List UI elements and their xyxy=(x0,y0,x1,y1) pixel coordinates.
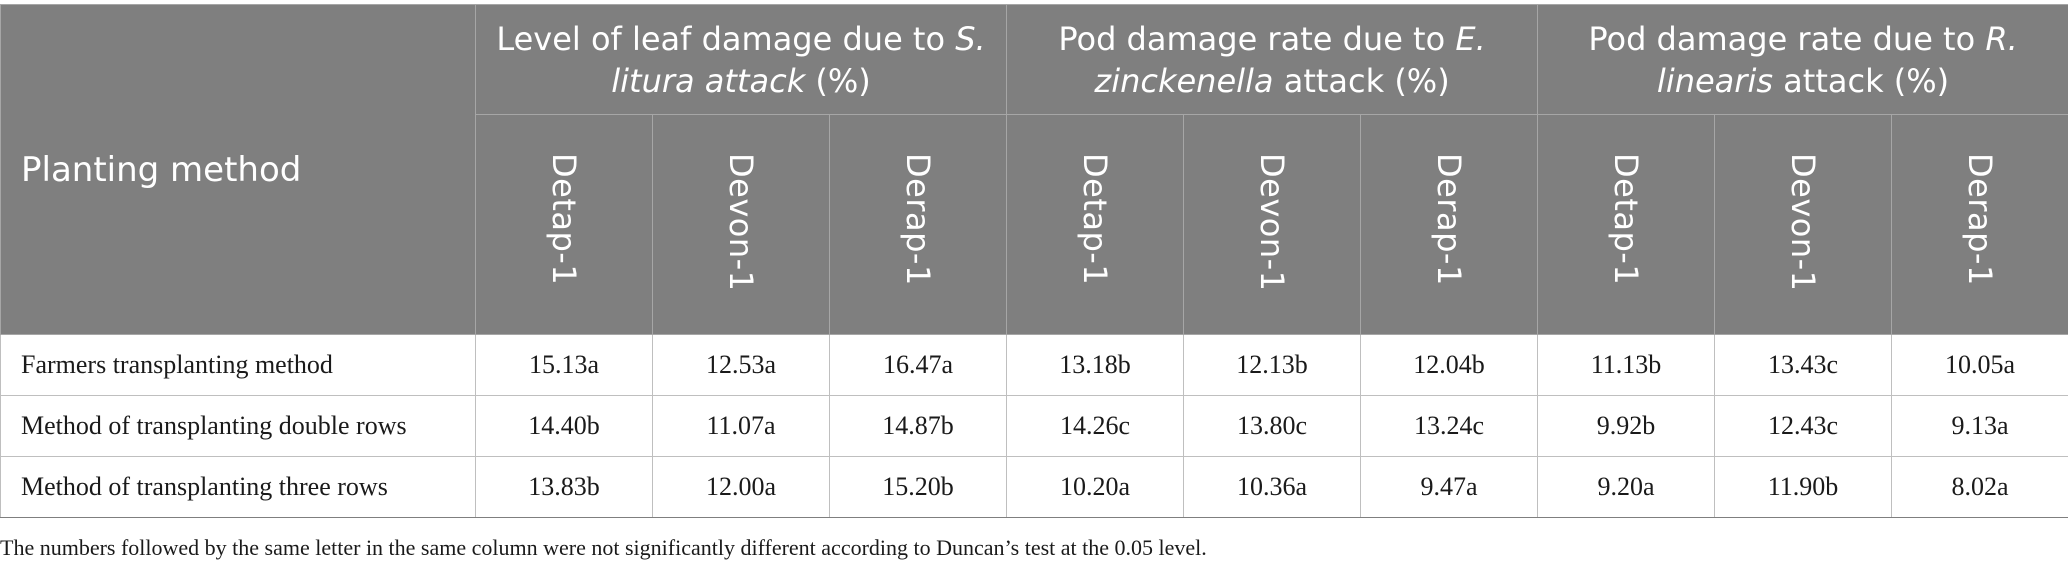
variety-label: Derap-1 xyxy=(899,153,938,286)
variety-label: Detap-1 xyxy=(1076,153,1115,286)
table-cell: 9.13a xyxy=(1891,395,2068,457)
table-row: Farmers transplanting method 15.13a 12.5… xyxy=(0,334,2068,396)
variety-label: Detap-1 xyxy=(1607,153,1646,286)
group-header-leaf-damage: Level of leaf damage due to S. litura at… xyxy=(474,4,1008,115)
variety-header: Derap-1 xyxy=(1360,114,1539,335)
variety-header: Derap-1 xyxy=(828,114,1008,335)
damage-table: Planting method Level of leaf damage due… xyxy=(0,4,2068,518)
table-cell: 13.18b xyxy=(1006,334,1185,396)
table-cell: 13.80c xyxy=(1183,395,1362,457)
variety-header: Devon-1 xyxy=(1714,114,1893,335)
table-cell: 10.36a xyxy=(1183,456,1362,518)
variety-label: Devon-1 xyxy=(1784,153,1823,292)
row-method-label: Method of transplanting double rows xyxy=(0,395,476,457)
table-cell: 12.00a xyxy=(652,456,830,518)
table-cell: 9.20a xyxy=(1537,456,1716,518)
table-cell: 10.20a xyxy=(1006,456,1185,518)
table-cell: 15.20b xyxy=(828,456,1008,518)
variety-header-row: Detap-1 Devon-1 Derap-1 Detap-1 Devon-1 … xyxy=(1,114,2068,335)
variety-header: Detap-1 xyxy=(475,114,653,335)
table-cell: 12.53a xyxy=(652,334,830,396)
group-header-text: Pod damage rate due to xyxy=(1058,19,1456,58)
table-cell: 11.13b xyxy=(1537,334,1716,396)
table-cell: 12.04b xyxy=(1360,334,1539,396)
table-cell: 10.05a xyxy=(1891,334,2068,396)
variety-header: Derap-1 xyxy=(1891,114,2068,335)
variety-label: Derap-1 xyxy=(1961,153,2000,286)
table-cell: 11.07a xyxy=(652,395,830,457)
group-header-text: (%) xyxy=(805,61,871,100)
table-cell: 14.40b xyxy=(475,395,653,457)
variety-header: Detap-1 xyxy=(1006,114,1185,335)
table-row: Method of transplanting three rows 13.83… xyxy=(0,456,2068,518)
table-cell: 9.92b xyxy=(1537,395,1716,457)
group-header-row: Planting method Level of leaf damage due… xyxy=(0,4,2068,335)
group-header-text: R. linearis xyxy=(1656,19,2018,100)
variety-label: Devon-1 xyxy=(1253,153,1292,292)
table-cell: 14.87b xyxy=(828,395,1008,457)
group-header-pod-damage-e-zinckenella: Pod damage rate due to E. zinckenella at… xyxy=(1006,4,1539,115)
variety-header: Devon-1 xyxy=(652,114,830,335)
data-table-container: Planting method Level of leaf damage due… xyxy=(0,4,2068,518)
group-header-text: S. litura attack xyxy=(611,19,986,100)
table-cell: 14.26c xyxy=(1006,395,1185,457)
variety-label: Devon-1 xyxy=(722,153,760,292)
table-cell: 13.43c xyxy=(1714,334,1893,396)
group-header-text: Level of leaf damage due to xyxy=(496,19,956,58)
planting-method-header: Planting method xyxy=(0,4,476,335)
group-header-text: attack (%) xyxy=(1273,61,1450,100)
row-method-label: Method of transplanting three rows xyxy=(0,456,476,518)
table-cell: 16.47a xyxy=(828,334,1008,396)
table-body: Farmers transplanting method 15.13a 12.5… xyxy=(0,334,2068,518)
variety-label: Derap-1 xyxy=(1430,153,1469,286)
group-header-text: E. zinckenella xyxy=(1094,19,1486,100)
group-header-text: Pod damage rate due to xyxy=(1588,19,1986,58)
table-cell: 12.43c xyxy=(1714,395,1893,457)
row-method-label: Farmers transplanting method xyxy=(0,334,476,396)
table-cell: 11.90b xyxy=(1714,456,1893,518)
variety-header: Devon-1 xyxy=(1183,114,1362,335)
group-header-pod-damage-r-linearis: Pod damage rate due to R. linearis attac… xyxy=(1537,4,2068,115)
table-cell: 13.24c xyxy=(1360,395,1539,457)
variety-header: Detap-1 xyxy=(1537,114,1716,335)
table-footnote: The numbers followed by the same letter … xyxy=(0,535,1207,560)
table-cell: 9.47a xyxy=(1360,456,1539,518)
variety-label: Detap-1 xyxy=(545,153,583,286)
table-cell: 8.02a xyxy=(1891,456,2068,518)
table-header: Planting method Level of leaf damage due… xyxy=(0,4,2068,335)
table-cell: 15.13a xyxy=(475,334,653,396)
table-row: Method of transplanting double rows 14.4… xyxy=(0,395,2068,457)
table-cell: 13.83b xyxy=(475,456,653,518)
table-cell: 12.13b xyxy=(1183,334,1362,396)
group-header-text: attack (%) xyxy=(1773,61,1950,100)
